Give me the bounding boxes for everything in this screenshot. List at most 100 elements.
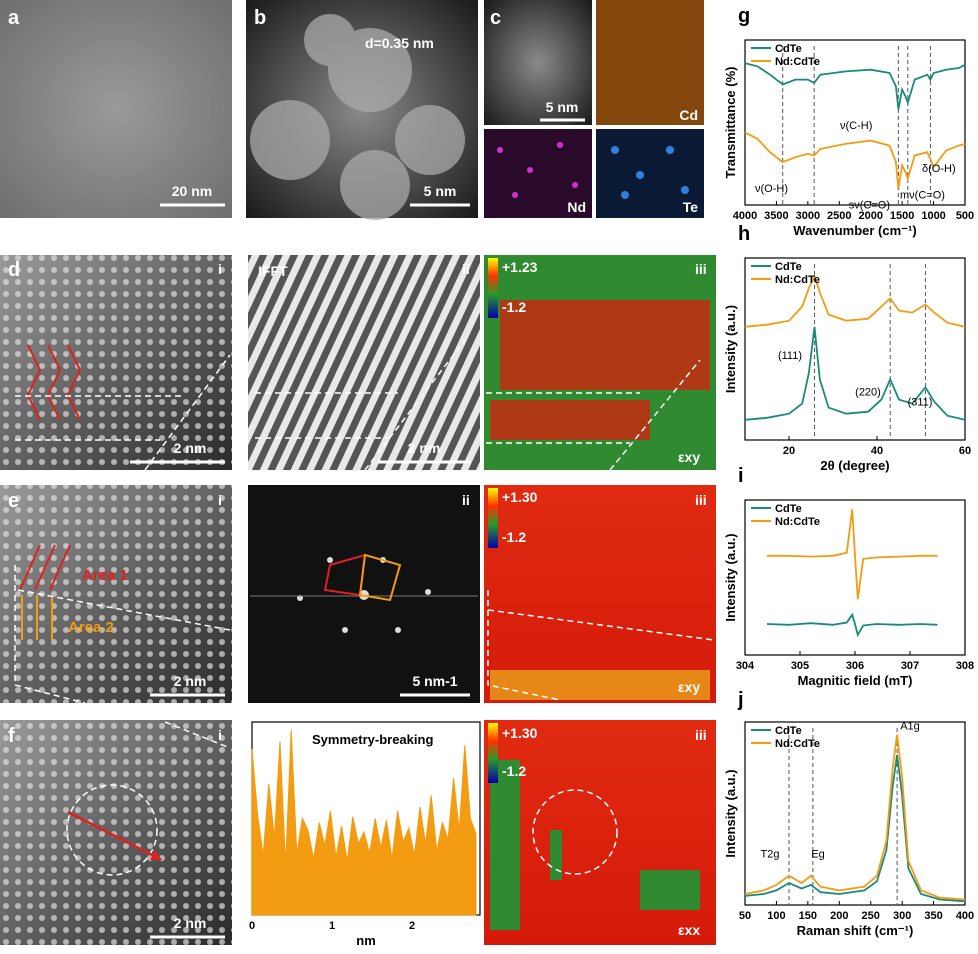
x-tick-label: 50	[739, 910, 751, 922]
colorbar-min: -1.2	[502, 763, 526, 779]
scale-text: 2 nm	[174, 440, 207, 456]
x-tick-label: 307	[901, 660, 919, 672]
x-tick-label: 300	[893, 910, 911, 922]
panel-label: g	[738, 5, 750, 27]
scale-text: 5 nm	[424, 183, 457, 199]
scale-text: 20 nm	[172, 183, 212, 199]
nd-dots	[497, 142, 578, 198]
defect-circle	[66, 784, 158, 876]
strain-label: εxy	[678, 679, 700, 695]
boundary	[486, 359, 701, 471]
series-line	[744, 273, 966, 328]
panel-label: a	[8, 7, 20, 29]
te-dots	[611, 146, 689, 199]
chart-title: Symmetry-breaking	[312, 732, 433, 747]
x-axis-label: nm	[356, 933, 376, 948]
annotation: (220)	[855, 387, 881, 399]
method-label: IFFT	[258, 263, 288, 279]
scale-text: 2 nm	[408, 440, 441, 456]
panel-label: d	[8, 259, 20, 281]
ifft-image	[248, 255, 480, 470]
series-line	[744, 326, 966, 421]
series-line	[744, 734, 966, 901]
x-tick-label: 60	[959, 445, 971, 457]
atom-texture	[0, 485, 232, 703]
x-tick-label: 500	[956, 210, 974, 222]
x-axis-label: Raman shift (cm⁻¹)	[797, 923, 914, 938]
atom-texture	[0, 720, 232, 945]
colorbar-max: +1.30	[502, 725, 538, 741]
cd-map-texture	[596, 0, 704, 125]
annotation: ν(O-H)	[755, 183, 788, 195]
x-tick-label: 350	[924, 910, 942, 922]
annotation: (111)	[778, 350, 802, 362]
scale-text: 5 nm-1	[412, 673, 457, 689]
area-label: Area 2	[68, 619, 114, 636]
nanocrystals	[250, 14, 465, 220]
fft-spots	[297, 557, 431, 633]
annotation: mν(C=O)	[900, 189, 945, 201]
guide	[66, 344, 82, 421]
nd-map	[484, 129, 592, 218]
strain-label: εxy	[678, 449, 700, 465]
boundary	[14, 565, 231, 704]
annotation: sν(C=O)	[849, 199, 890, 211]
legend-label: Nd:CdTe	[775, 516, 820, 528]
area	[251, 729, 477, 916]
scale-text: 2 nm	[174, 915, 207, 931]
panel-label: c	[490, 7, 501, 29]
legend-label: CdTe	[775, 261, 802, 273]
x-axis-label: 2θ (degree)	[820, 458, 889, 473]
x-tick-label: 306	[846, 660, 864, 672]
sub-label: ii	[462, 492, 470, 508]
annotation: ν(C-H)	[840, 120, 872, 132]
x-tick-label: 250	[862, 910, 880, 922]
guide	[46, 344, 62, 421]
cell	[358, 553, 402, 602]
x-tick-label: 305	[791, 660, 809, 672]
map-label: Cd	[679, 107, 698, 123]
x-tick-label: 1	[329, 920, 335, 932]
x-tick-label: 2000	[858, 210, 882, 222]
defect-circle	[532, 789, 618, 875]
sub-label: i	[218, 492, 222, 508]
x-tick-label: 2	[409, 920, 415, 932]
series-line	[744, 62, 966, 110]
x-tick-label: 3000	[796, 210, 820, 222]
x-tick-label: 1500	[890, 210, 914, 222]
strain-region	[490, 400, 650, 440]
strain-region	[490, 760, 700, 930]
area-label: Area 1	[82, 567, 128, 584]
panel-label: e	[8, 490, 19, 512]
panel-label: j	[737, 689, 744, 711]
x-tick-label: 150	[799, 910, 817, 922]
colorbar-max: +1.30	[502, 489, 538, 505]
panel-label: f	[8, 725, 15, 747]
boundary	[487, 590, 715, 701]
colorbar	[488, 258, 498, 318]
boundary	[255, 339, 466, 471]
scale-text: 2 nm	[174, 673, 207, 689]
sub-label: i	[218, 261, 222, 277]
x-tick-label: 100	[767, 910, 785, 922]
strain-region	[490, 670, 710, 700]
y-axis-label: Intensity (a.u.)	[723, 533, 738, 621]
colorbar	[488, 723, 498, 783]
plot-frame	[744, 257, 966, 441]
sub-label: i	[218, 727, 222, 743]
sub-label: iii	[695, 727, 707, 743]
plot-frame	[744, 39, 966, 206]
arrow-head	[150, 850, 162, 860]
boundary	[164, 721, 231, 749]
annotation: (311)	[908, 397, 933, 409]
legend-label: Nd:CdTe	[775, 738, 820, 750]
x-tick-label: 304	[736, 660, 755, 672]
guide	[21, 595, 53, 640]
x-axis-label: Magnitic field (mT)	[798, 673, 913, 688]
x-axis-label: Wavenumber (cm⁻¹)	[793, 223, 916, 238]
series-line	[744, 131, 966, 189]
y-axis-label: Intensity (a.u.)	[723, 769, 738, 857]
atom-texture	[0, 255, 232, 470]
strain-region	[500, 300, 710, 390]
